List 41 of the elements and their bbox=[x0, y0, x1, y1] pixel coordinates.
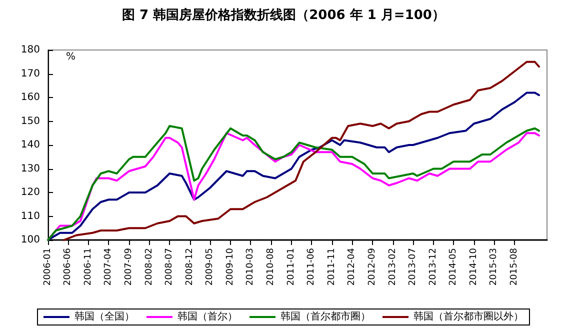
legend-label: 韩国（首尔都市圈） bbox=[280, 310, 370, 322]
x-tick-label: 2011-01 bbox=[286, 248, 296, 286]
x-tick-label: 2012-04 bbox=[347, 248, 358, 286]
x-tick-label: 2010-03 bbox=[246, 248, 256, 286]
x-tick-label: 2006-06 bbox=[63, 248, 74, 286]
x-tick-label: 2013-07 bbox=[408, 248, 418, 286]
y-axis-title: % bbox=[66, 52, 76, 62]
x-tick-label: 2009-05 bbox=[205, 248, 216, 286]
x-tick-label: 2008-12 bbox=[184, 248, 195, 286]
y-tick-label: 140 bbox=[20, 140, 40, 150]
x-tick-label: 2013-12 bbox=[428, 248, 438, 286]
x-tick-label: 2011-11 bbox=[326, 248, 337, 286]
y-tick-label: 110 bbox=[20, 210, 40, 222]
x-tick-label: 2008-07 bbox=[164, 248, 175, 286]
legend-label: 韩国（首尔） bbox=[178, 310, 238, 322]
x-tick-label: 2014-10 bbox=[468, 248, 479, 286]
y-tick-label: 170 bbox=[20, 68, 40, 80]
x-tick-label: 2015-03 bbox=[489, 248, 500, 286]
x-tick-label: 2008-02 bbox=[144, 248, 154, 286]
x-tick-label: 2012-09 bbox=[368, 248, 378, 286]
y-tick-label: 100 bbox=[20, 234, 40, 246]
y-tick-label: 150 bbox=[20, 116, 40, 127]
legend-label: 韩国（全国） bbox=[74, 310, 134, 322]
x-tick-label: 2006-01 bbox=[43, 248, 53, 286]
line-series bbox=[47, 92, 540, 241]
x-tick-label: 2007-09 bbox=[124, 248, 134, 286]
line-series bbox=[63, 60, 540, 241]
x-tick-label: 2009-10 bbox=[226, 248, 236, 286]
x-tick-label: 2013-02 bbox=[388, 248, 398, 286]
y-tick-label: 180 bbox=[20, 44, 40, 56]
x-tick-label: 2011-06 bbox=[306, 248, 317, 286]
x-tick-label: 2006-11 bbox=[84, 248, 94, 286]
chart-title: 图 7 韩国房屋价格指数折线图（2006 年 1 月=100） bbox=[122, 7, 445, 23]
x-tick-label: 2014-05 bbox=[448, 248, 459, 286]
y-tick-label: 130 bbox=[20, 163, 40, 174]
x-tick-label: 2010-08 bbox=[266, 248, 276, 286]
x-tick-label: 2015-08 bbox=[509, 248, 520, 286]
legend-label: 韩国（首尔都市圈以外） bbox=[414, 310, 524, 322]
y-tick-label: 160 bbox=[20, 92, 40, 103]
x-tick-label: 2007-04 bbox=[104, 248, 114, 286]
y-tick-label: 120 bbox=[20, 187, 40, 198]
